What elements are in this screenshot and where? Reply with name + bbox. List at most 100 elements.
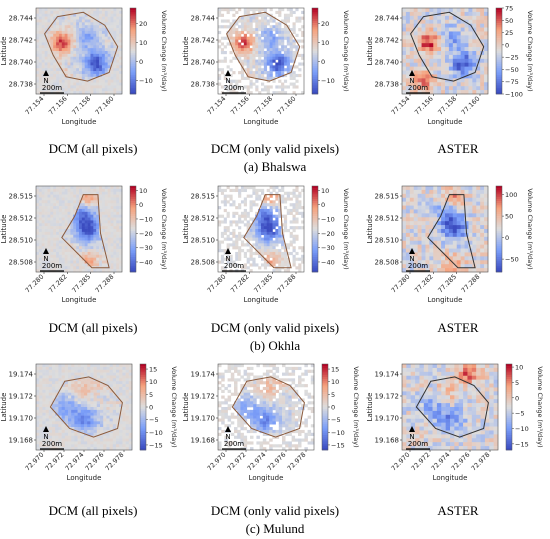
heatmap-cell <box>56 234 60 238</box>
heatmap-cell <box>107 76 111 80</box>
heatmap-cell <box>42 435 46 439</box>
heatmap-cell <box>433 11 438 17</box>
heatmap-cell <box>79 76 83 80</box>
heatmap-cell <box>74 384 78 388</box>
heatmap-cell <box>41 19 45 23</box>
heatmap-cell <box>48 384 53 388</box>
heatmap-cell <box>269 42 273 46</box>
heatmap-cell <box>283 263 288 267</box>
heatmap-cell <box>468 217 473 222</box>
heatmap-cell <box>283 53 288 58</box>
heatmap-cell <box>36 392 40 396</box>
heatmap-cell <box>80 381 85 385</box>
heatmap-cell <box>53 25 57 29</box>
heatmap-cell <box>441 86 446 91</box>
heatmap-cell <box>425 86 430 91</box>
heatmap-cell <box>283 220 288 224</box>
heatmap-cell <box>464 86 469 91</box>
x-tick-label: 77.288 <box>276 273 298 295</box>
heatmap-cell <box>38 10 43 15</box>
heatmap-cell <box>472 240 477 245</box>
heatmap-cell <box>93 223 97 227</box>
heatmap-cell <box>36 194 40 198</box>
heatmap-cell <box>110 45 114 49</box>
heatmap-cell <box>45 395 50 399</box>
heatmap-cell <box>417 236 422 242</box>
heatmap-cell <box>79 208 83 213</box>
heatmap-cell <box>269 208 273 213</box>
heatmap-cell <box>50 200 54 204</box>
heatmap-cell <box>286 191 290 195</box>
heatmap-cell <box>79 36 83 40</box>
heatmap-cell <box>110 266 114 270</box>
heatmap-cell <box>278 53 282 58</box>
heatmap-cell <box>44 33 48 37</box>
heatmap-cell <box>429 70 434 75</box>
heatmap-cell <box>480 236 485 242</box>
heatmap-cell <box>266 223 270 227</box>
heatmap-cell <box>240 16 245 20</box>
heatmap-cell <box>38 206 43 210</box>
heatmap-cell <box>90 415 94 419</box>
heatmap-cell <box>263 85 268 89</box>
heatmap-cell <box>240 234 245 238</box>
heatmap-cell <box>292 208 296 213</box>
heatmap-cell <box>81 28 86 32</box>
heatmap-cell <box>56 79 60 83</box>
heatmap-cell <box>100 409 104 414</box>
heatmap-cell <box>47 28 51 32</box>
heatmap-cell <box>90 381 94 385</box>
y-tick-label: 28.512 <box>9 215 34 223</box>
heatmap-cell <box>104 217 108 221</box>
heatmap-cell <box>100 441 104 445</box>
heatmap-cell <box>53 79 57 83</box>
heatmap-cell <box>417 11 422 17</box>
heatmap-cell <box>289 234 293 238</box>
heatmap-cell <box>119 39 123 43</box>
heatmap-cell <box>421 213 426 218</box>
colorbar-swatch <box>130 244 136 247</box>
heatmap-cell <box>64 398 69 402</box>
heatmap-cell <box>73 266 77 270</box>
heatmap-cell <box>413 221 418 226</box>
heatmap-cell <box>81 33 86 37</box>
heatmap-cell <box>58 257 63 261</box>
heatmap-cell <box>261 53 265 58</box>
heatmap-cell <box>113 59 117 63</box>
heatmap-cell <box>81 13 86 17</box>
heatmap-cell <box>255 88 259 92</box>
heatmap-cell <box>281 45 285 49</box>
heatmap-cell <box>452 39 458 44</box>
heatmap-cell <box>93 200 97 204</box>
heatmap-cell <box>484 186 489 191</box>
heatmap-cell <box>90 48 94 52</box>
colorbar-tick-label: 10 <box>321 39 329 47</box>
heatmap-cell <box>119 16 123 20</box>
heatmap-cell <box>73 22 77 26</box>
heatmap-cell <box>81 8 86 12</box>
heatmap-cell <box>258 19 262 23</box>
heatmap-cell <box>87 427 91 431</box>
colorbar-swatch <box>312 23 318 26</box>
heatmap-cell <box>255 194 259 198</box>
heatmap-cell <box>266 257 270 261</box>
heatmap-cell <box>283 191 288 195</box>
heatmap-cell <box>87 36 91 40</box>
heatmap-cell <box>58 398 62 402</box>
heatmap-cell <box>266 237 270 241</box>
heatmap-cell <box>226 200 230 204</box>
heatmap-cell <box>425 232 430 238</box>
heatmap-cell <box>456 229 461 234</box>
heatmap-cell <box>113 249 117 253</box>
heatmap-cell <box>292 249 296 253</box>
heatmap-cell <box>53 76 57 80</box>
heatmap-cell <box>281 42 285 46</box>
heatmap-cell <box>47 240 51 244</box>
heatmap-cell <box>243 53 247 58</box>
heatmap-cell <box>90 36 94 40</box>
heatmap-cell <box>53 203 57 207</box>
heatmap-cell <box>249 229 253 233</box>
colorbar-swatch <box>496 241 502 245</box>
heatmap-cell <box>456 205 461 210</box>
heatmap-cell <box>119 65 123 69</box>
